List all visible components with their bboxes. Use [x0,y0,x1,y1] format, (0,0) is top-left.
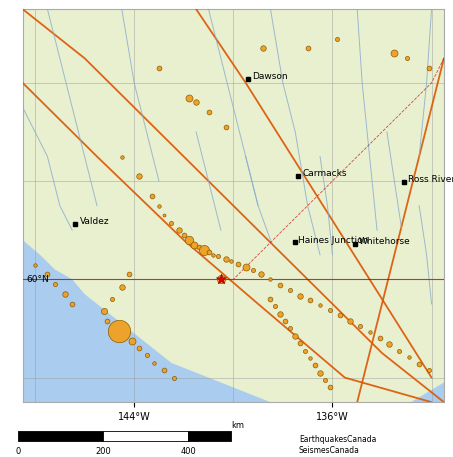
Text: Carmacks: Carmacks [302,169,347,178]
Polygon shape [23,9,444,422]
Point [307,297,314,304]
Point [235,260,242,267]
Point [346,318,353,325]
Point [190,241,197,249]
Point [61,290,68,298]
Text: Dawson: Dawson [253,73,288,81]
Point [217,276,225,283]
Point [222,255,230,262]
Point [160,212,168,219]
Point [170,374,178,381]
Point [326,306,333,314]
Point [242,263,249,271]
Point [135,172,143,180]
Point [128,337,135,345]
Point [193,99,200,106]
Point [125,271,133,278]
Point [148,192,155,199]
Point [155,202,163,209]
Point [103,318,111,325]
Point [376,335,383,342]
Text: Ross River: Ross River [408,175,453,184]
Point [205,109,212,116]
Point [175,227,183,234]
Point [334,35,341,42]
Point [101,308,108,315]
Point [425,367,433,374]
Point [307,354,314,361]
Point [277,282,284,289]
Point [250,267,257,274]
Point [31,261,39,268]
Polygon shape [395,353,444,402]
Point [217,276,225,283]
Text: km: km [231,421,244,430]
Point [396,347,403,354]
Point [185,236,193,244]
Point [205,249,212,256]
Point [405,353,413,361]
Point [316,302,323,309]
Text: 200: 200 [96,447,111,457]
Point [287,325,294,332]
Text: 0: 0 [15,447,21,457]
Point [118,153,125,160]
Point [312,361,319,369]
Point [180,231,188,239]
Point [210,251,217,258]
Point [143,352,150,359]
Point [326,384,333,391]
Point [366,329,373,336]
Point [44,271,51,278]
Point [267,295,274,303]
Point [415,360,423,367]
Point [155,64,163,72]
Point [302,347,309,354]
Point [195,244,202,251]
Point [227,257,235,264]
Point [51,281,58,288]
Point [118,283,125,290]
Point [391,50,398,57]
Point [356,322,363,329]
Point [257,271,264,278]
Text: 400: 400 [181,447,196,457]
Text: EarthquakesCanada
SeismesCanada: EarthquakesCanada SeismesCanada [299,436,376,455]
Point [403,54,410,62]
Point [185,94,193,101]
Point [160,367,168,374]
Point [168,219,175,227]
Point [292,332,299,340]
Point [297,292,304,299]
Point [316,369,323,376]
Point [425,64,433,72]
Point [135,345,143,352]
Point [200,246,207,254]
Point [68,300,76,308]
Text: Whitehorse: Whitehorse [358,237,410,246]
Point [150,359,158,367]
Point [215,252,222,260]
Point [386,340,393,348]
Point [287,287,294,294]
Point [272,303,279,310]
Point [277,310,284,317]
Point [304,45,311,52]
Point [267,276,274,283]
Point [297,340,304,347]
Point [336,312,343,319]
Point [108,295,116,303]
Text: Haines Junction: Haines Junction [299,235,369,244]
Point [116,327,123,335]
Point [282,318,289,325]
Point [222,123,230,131]
Point [260,45,267,52]
Text: 60°N: 60°N [26,275,49,284]
Point [321,377,328,384]
Text: Valdez: Valdez [80,217,110,226]
